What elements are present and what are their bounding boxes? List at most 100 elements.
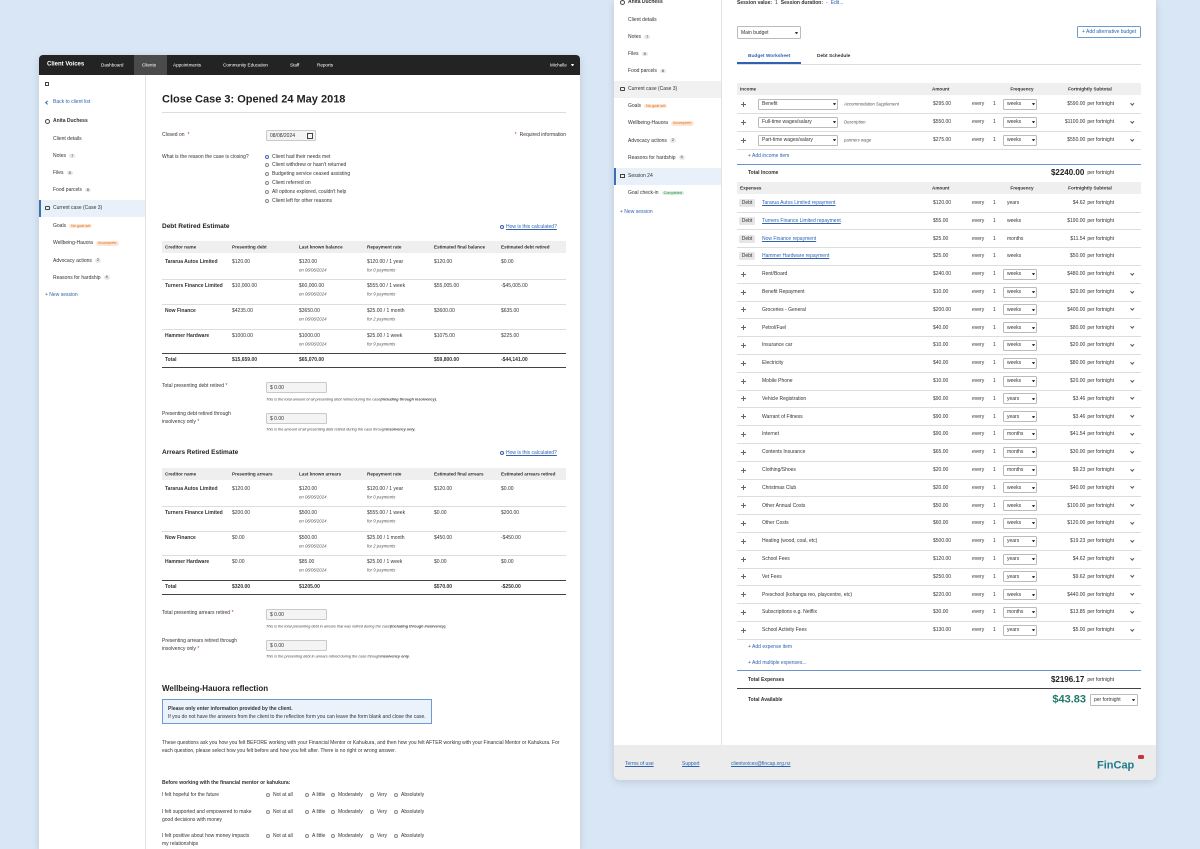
currency-input[interactable]	[266, 609, 327, 620]
category-select[interactable]	[758, 134, 838, 146]
link-label[interactable]: Wellbeing-Hauora	[53, 240, 93, 247]
drag-handle[interactable]	[741, 307, 746, 313]
expand-chevron[interactable]	[1130, 538, 1135, 542]
link-label[interactable]: Files	[53, 170, 64, 176]
budget-select[interactable]	[737, 26, 801, 39]
drag-handle[interactable]	[741, 485, 746, 491]
expand-chevron[interactable]	[1130, 609, 1135, 613]
nav-item[interactable]: Dashboard	[101, 62, 124, 68]
date-input[interactable]	[266, 130, 316, 141]
frequency-select[interactable]	[1003, 357, 1037, 369]
frequency-select[interactable]	[1003, 606, 1037, 618]
category-select[interactable]	[758, 116, 838, 128]
frequency-select[interactable]	[1003, 393, 1037, 405]
drag-handle[interactable]	[741, 119, 746, 125]
tab[interactable]: Budget Worksheet	[748, 54, 791, 60]
expand-chevron[interactable]	[1130, 431, 1135, 435]
drag-handle[interactable]	[741, 431, 746, 437]
drag-handle[interactable]	[741, 592, 746, 598]
expand-chevron[interactable]	[1130, 520, 1135, 524]
debt-link[interactable]: Turners Finance Limited repayment	[762, 217, 841, 224]
link-label[interactable]: Goal check-in	[628, 190, 659, 196]
footer-link[interactable]: clientvoices@fincap.org.nz	[731, 761, 791, 767]
drag-handle[interactable]	[741, 325, 746, 331]
nav-item[interactable]: Clients	[142, 62, 157, 68]
radio[interactable]	[331, 834, 335, 838]
link-label[interactable]: Food parcels	[53, 187, 82, 193]
link-label[interactable]: Goals	[628, 103, 642, 109]
expand-chevron[interactable]	[1130, 449, 1135, 453]
frequency-select[interactable]	[1003, 517, 1037, 529]
drag-handle[interactable]	[741, 520, 746, 526]
drag-handle[interactable]	[741, 503, 746, 509]
frequency-select[interactable]	[1003, 339, 1037, 351]
debt-link[interactable]: Now Finance repayment	[762, 235, 817, 242]
expand-chevron[interactable]	[1130, 324, 1135, 329]
link-label[interactable]: Goals	[53, 223, 67, 229]
radio[interactable]	[265, 155, 269, 159]
expand-chevron[interactable]	[1130, 627, 1135, 631]
expand-chevron[interactable]	[1130, 413, 1135, 418]
radio[interactable]	[394, 834, 398, 838]
link-label[interactable]: Files	[628, 51, 639, 57]
radio[interactable]	[331, 793, 335, 797]
radio[interactable]	[305, 793, 309, 797]
expand-chevron[interactable]	[1130, 118, 1135, 123]
drag-handle[interactable]	[741, 396, 746, 402]
drag-handle[interactable]	[741, 271, 746, 277]
drag-handle[interactable]	[741, 538, 746, 544]
drag-handle[interactable]	[741, 449, 746, 455]
frequency-select[interactable]	[1003, 464, 1037, 476]
link-label[interactable]: Advocacy actions	[53, 257, 92, 264]
help-link[interactable]: How is this calculated?	[506, 450, 557, 456]
expand-chevron[interactable]	[1130, 342, 1135, 346]
frequency-select[interactable]	[1003, 98, 1037, 110]
radio[interactable]	[370, 810, 374, 814]
drag-handle[interactable]	[741, 101, 746, 107]
radio[interactable]	[394, 810, 398, 814]
radio[interactable]	[265, 172, 269, 176]
currency-input[interactable]	[266, 413, 327, 424]
radio[interactable]	[370, 793, 374, 797]
expand-chevron[interactable]	[1130, 360, 1135, 364]
frequency-select[interactable]	[1003, 535, 1037, 547]
link-label[interactable]: Client details	[53, 136, 82, 142]
drag-handle[interactable]	[741, 556, 746, 562]
frequency-select[interactable]	[1003, 589, 1037, 601]
frequency-select[interactable]	[1003, 268, 1037, 280]
radio[interactable]	[265, 181, 269, 185]
frequency-select[interactable]	[1003, 134, 1037, 146]
help-link[interactable]: How is this calculated?	[506, 224, 557, 230]
expand-chevron[interactable]	[1130, 466, 1135, 471]
radio[interactable]	[266, 834, 270, 838]
expand-chevron[interactable]	[1130, 502, 1135, 507]
radio[interactable]	[265, 190, 269, 194]
link-label[interactable]: Reasons for hardship	[628, 154, 676, 161]
nav-item[interactable]: Appointments	[173, 62, 202, 68]
add-budget-button[interactable]	[1077, 26, 1141, 38]
frequency-select[interactable]	[1003, 375, 1037, 387]
currency-input[interactable]	[266, 640, 327, 651]
drag-handle[interactable]	[741, 627, 746, 633]
frequency-select[interactable]	[1003, 624, 1037, 636]
drag-handle[interactable]	[741, 137, 746, 143]
category-select[interactable]	[758, 98, 838, 110]
add-income-link[interactable]: + Add income item	[748, 153, 790, 159]
frequency-select[interactable]	[1003, 446, 1037, 458]
radio[interactable]	[265, 163, 269, 167]
link-label[interactable]: Reasons for hardship	[53, 274, 101, 281]
tab[interactable]: Debt Schedule	[817, 54, 851, 60]
expand-chevron[interactable]	[1130, 573, 1135, 578]
frequency-select[interactable]	[1003, 571, 1037, 583]
new-session-link[interactable]: + New session	[45, 292, 78, 298]
nav-item[interactable]: Staff	[290, 62, 300, 68]
link-label[interactable]: Wellbeing-Hauora	[628, 120, 668, 127]
expand-chevron[interactable]	[1130, 555, 1135, 560]
period-select[interactable]	[1090, 694, 1138, 706]
expand-chevron[interactable]	[1130, 136, 1135, 141]
radio[interactable]	[394, 793, 398, 797]
radio[interactable]	[305, 834, 309, 838]
expand-chevron[interactable]	[1130, 484, 1135, 489]
case-name[interactable]: Current case (Case 3)	[53, 205, 103, 211]
debt-link[interactable]: Hammer Hardware repayment	[762, 253, 830, 260]
